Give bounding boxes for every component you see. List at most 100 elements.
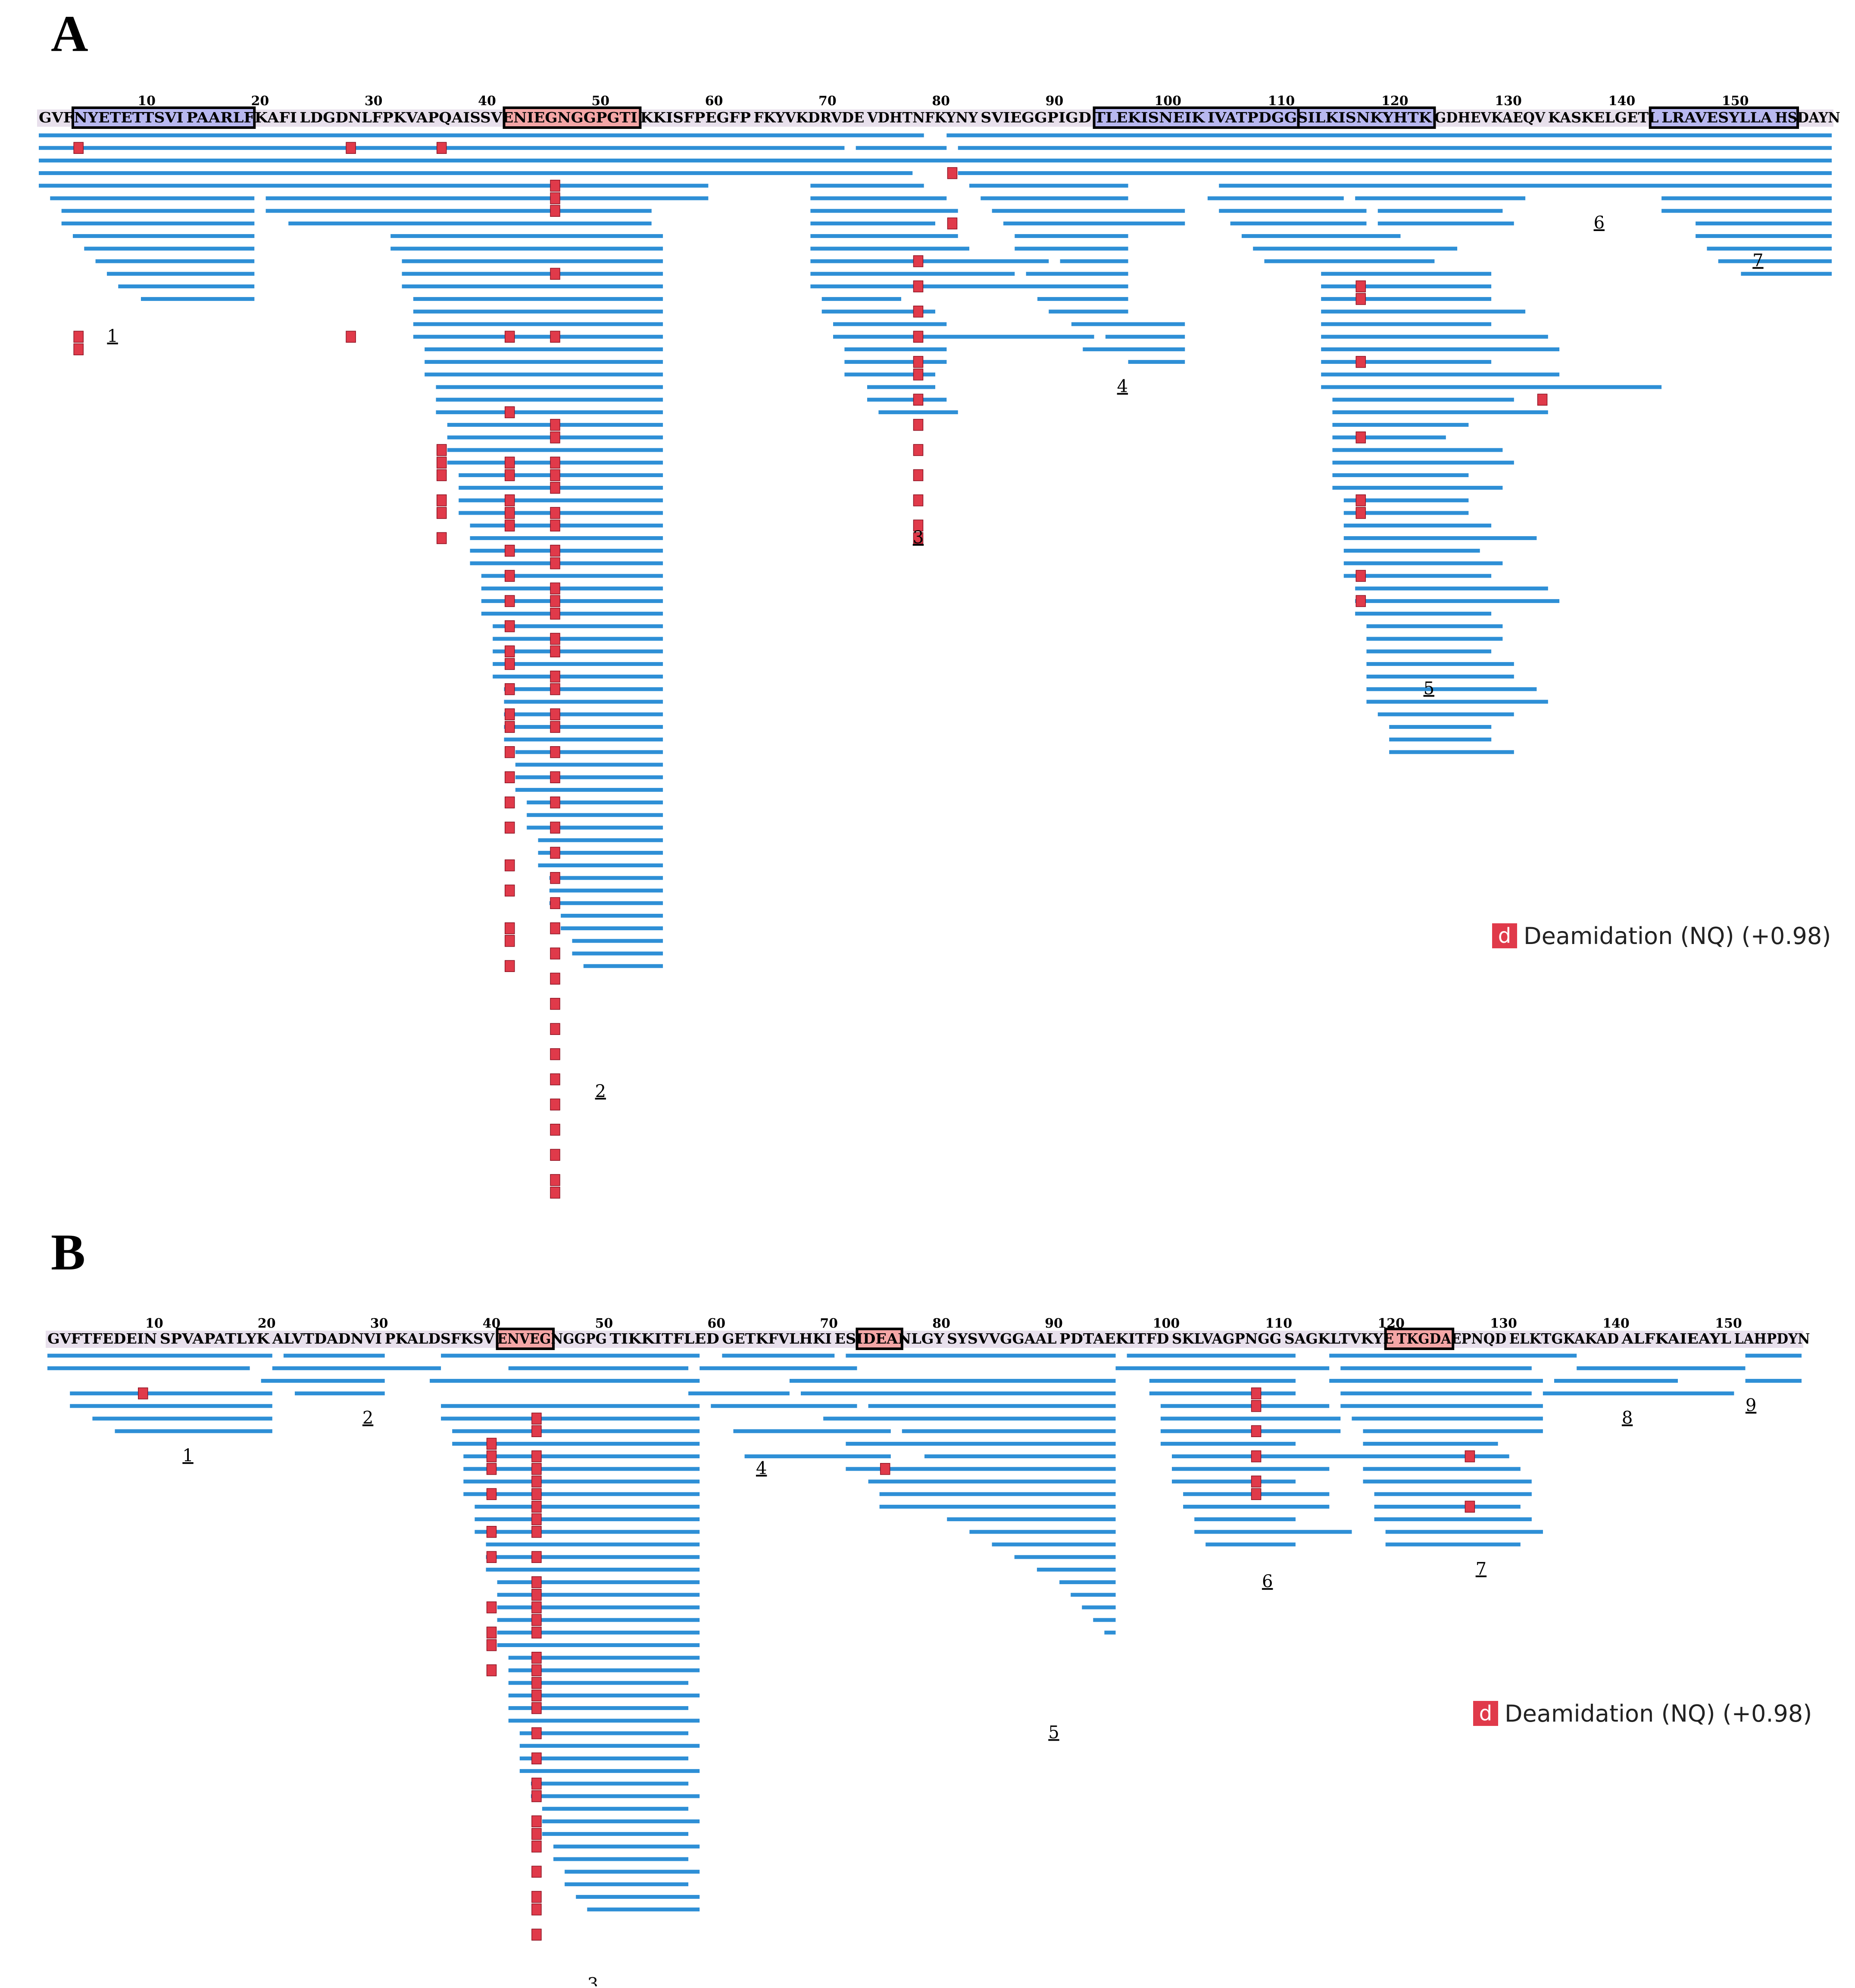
cluster-label: 3 — [587, 1975, 598, 1986]
peptide-bar — [1355, 612, 1492, 616]
sequence-segment: PKALDSFKSV — [385, 1330, 495, 1347]
peptide-bar — [846, 1467, 1116, 1471]
peptide-bar — [565, 1869, 700, 1874]
deamidation-marker — [531, 1413, 542, 1425]
peptide-bar — [821, 309, 935, 314]
peptide-bar — [425, 360, 663, 364]
peptide-bar — [878, 410, 958, 414]
deamidation-marker — [550, 192, 560, 204]
deamidation-marker — [1355, 507, 1366, 519]
sequence-segment: TIKKITFLED — [609, 1330, 719, 1347]
tick-label: 10 — [137, 94, 156, 109]
tick-label: 140 — [1602, 1316, 1630, 1331]
peptide-bar — [868, 1404, 1116, 1408]
peptide-bar — [846, 1441, 1116, 1446]
peptide-bar — [84, 247, 255, 251]
tick-label: 60 — [707, 1316, 725, 1331]
sequence-segment: ENVEGNGGPG — [497, 1330, 607, 1347]
peptide-bar — [527, 813, 663, 817]
peptide-bar — [436, 397, 663, 402]
deamidation-marker — [550, 1174, 560, 1186]
tick-label: 90 — [1045, 1316, 1063, 1331]
sequence-segment: TKGDAEPNQD — [1397, 1330, 1506, 1347]
peptide-bar — [475, 1530, 700, 1534]
deamidation-marker — [550, 1149, 560, 1161]
peptide-bar — [1104, 1630, 1116, 1635]
deamidation-marker — [504, 406, 515, 419]
deamidation-marker — [531, 1702, 542, 1714]
peptide-bar — [879, 1492, 1116, 1496]
peptide-bar — [1385, 1530, 1543, 1534]
peptide-bar — [1172, 1454, 1509, 1459]
tick-label: 110 — [1268, 94, 1295, 109]
deamidation-marker — [346, 142, 356, 154]
deamidation-marker — [1355, 595, 1366, 607]
peptide-bar — [463, 1467, 700, 1471]
deamidation-marker — [913, 494, 924, 506]
peptide-bar — [413, 297, 663, 301]
deamidation-marker — [531, 1626, 542, 1639]
deamidation-marker — [486, 1601, 497, 1613]
sequence-segment: SYSVVGGAAL — [947, 1330, 1056, 1347]
peptide-bar — [47, 1366, 250, 1370]
tick-label: 40 — [478, 94, 496, 109]
deamidation-marker — [913, 394, 924, 406]
peptide-bar — [1374, 1517, 1532, 1522]
sequence-row-bg — [46, 1331, 1803, 1348]
peptide-bar — [447, 448, 663, 452]
sequence-segment: TLEKISNEIK — [1094, 109, 1205, 126]
peptide-bar — [1332, 448, 1503, 452]
peptide-bar — [1363, 1441, 1498, 1446]
peptide-bar — [1071, 322, 1185, 326]
peptide-bar — [868, 1479, 1116, 1484]
deamidation-marker — [1251, 1387, 1262, 1400]
deamidation-marker — [504, 935, 515, 947]
deamidation-marker — [436, 494, 447, 506]
deamidation-marker — [1355, 280, 1366, 293]
peptide-bar — [1366, 687, 1537, 691]
peptide-bar — [542, 1819, 700, 1823]
peptide-bar — [1321, 334, 1548, 339]
peptide-bar — [508, 1366, 689, 1370]
tick-label: 150 — [1722, 94, 1749, 109]
deamidation-marker — [913, 469, 924, 481]
peptide-bar — [141, 297, 255, 301]
peptide-bar — [1355, 196, 1526, 200]
deamidation-marker — [550, 519, 560, 531]
tick-label: 50 — [591, 94, 609, 109]
cluster-label: 3 — [913, 528, 924, 547]
cluster-label: 4 — [756, 1458, 767, 1478]
sequence-segment: ESIDEANLGY — [834, 1330, 944, 1347]
deamidation-marker — [504, 746, 515, 758]
peptide-bar — [1321, 385, 1662, 389]
deamidation-marker — [531, 1551, 542, 1563]
peptide-bar — [118, 284, 255, 288]
peptide-bar — [430, 1378, 700, 1383]
peptide-bar — [823, 1416, 1116, 1421]
sequence-segment: GVFNYETETTSVI — [39, 109, 184, 126]
peptide-bar — [283, 1353, 385, 1358]
peptide-bar — [463, 1454, 700, 1459]
peptide-bar — [527, 825, 663, 830]
peptide-bar — [958, 146, 1832, 150]
peptide-bar — [1374, 1504, 1521, 1509]
peptide-bar — [519, 1756, 689, 1760]
peptide-bar — [1389, 738, 1492, 742]
deamidation-marker — [504, 658, 515, 670]
deamidation-marker — [504, 960, 515, 972]
peptide-bar — [810, 259, 1049, 263]
peptide-bar — [946, 133, 1832, 138]
peptide-bar — [1355, 599, 1560, 603]
deamidation-marker — [504, 507, 515, 519]
peptide-bar — [1321, 272, 1492, 276]
peptide-bar — [508, 1706, 689, 1710]
peptide-bar — [1332, 473, 1469, 477]
peptide-bar — [1543, 1391, 1734, 1396]
peptide-bar — [1332, 397, 1514, 402]
peptide-bar — [1343, 574, 1492, 578]
sequence-segment: LDGDNLFPKVAPQAISSVENIEGNGGPGTI — [300, 109, 637, 126]
peptide-bar — [1253, 247, 1458, 251]
peptide-bar — [572, 939, 663, 943]
peptide-bar — [561, 926, 663, 931]
peptide-bar — [1377, 221, 1514, 225]
